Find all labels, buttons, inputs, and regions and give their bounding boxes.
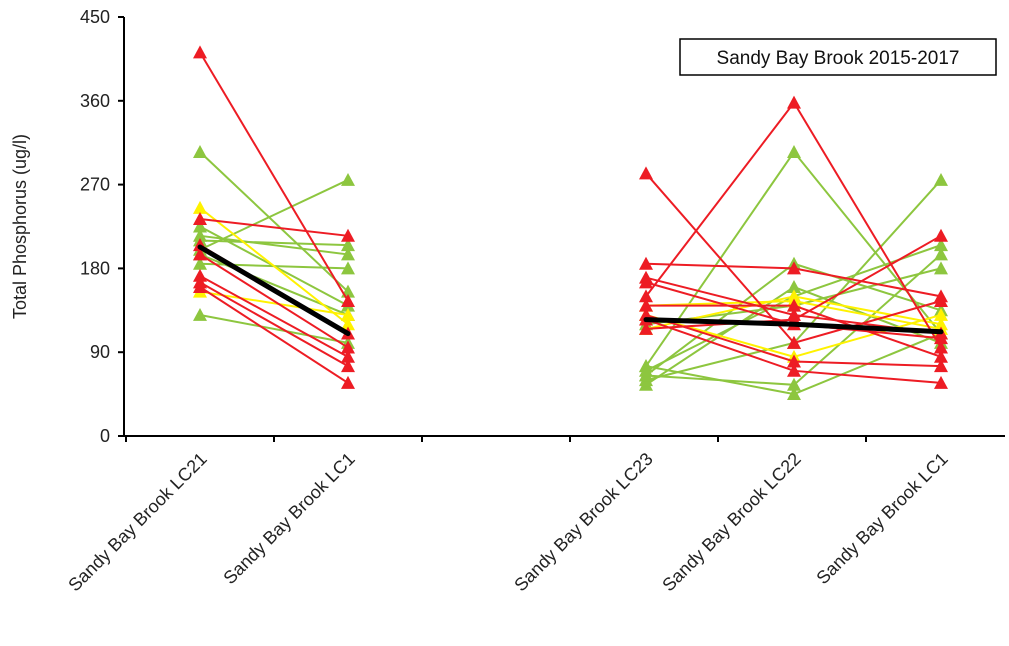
data-point-yellow	[193, 200, 207, 214]
chart-title: Sandy Bay Brook 2015-2017	[717, 48, 960, 69]
data-point-red	[934, 289, 948, 303]
data-point-green	[787, 280, 801, 293]
title-box: Sandy Bay Brook 2015-2017	[679, 38, 997, 76]
data-point-green	[193, 256, 207, 270]
data-point-red	[193, 212, 207, 226]
data-point-green	[193, 307, 207, 321]
title-box-border	[679, 38, 997, 76]
data-point-red	[639, 321, 653, 335]
data-point-red	[787, 335, 801, 349]
data-point-green	[341, 172, 355, 186]
data-point-green	[787, 377, 801, 391]
data-point-red	[639, 166, 653, 180]
y-tick-label: 180	[80, 258, 110, 278]
data-point-green	[341, 261, 355, 275]
data-point-yellow	[341, 307, 355, 321]
mean-line	[643, 317, 944, 335]
data-point-green	[787, 387, 801, 401]
data-point-red	[639, 289, 653, 303]
data-point-red	[934, 359, 948, 373]
series-line-red	[199, 51, 349, 302]
mean-line	[197, 244, 351, 337]
data-point-red	[341, 349, 355, 363]
y-tick-label: 360	[80, 91, 110, 111]
data-point-green	[934, 247, 948, 261]
x-tick-label: Sandy Bay Brook LC23	[510, 449, 656, 595]
series-layer	[193, 45, 948, 401]
data-point-red	[787, 261, 801, 275]
series-line-green	[199, 239, 349, 247]
data-point-green	[193, 219, 207, 233]
series-line-red	[199, 286, 349, 384]
data-point-red	[341, 375, 355, 389]
series-line-red	[199, 218, 349, 237]
data-point-yellow	[341, 317, 355, 331]
data-point-red	[341, 228, 355, 242]
x-tick-label: Sandy Bay Brook LC22	[658, 449, 804, 595]
data-point-red	[341, 340, 355, 354]
data-point-green	[934, 172, 948, 186]
y-tick-label: 90	[90, 342, 110, 362]
x-ticks: Sandy Bay Brook LC21 Sandy Bay Brook LC1 S…	[64, 436, 952, 595]
data-point-red	[193, 280, 207, 293]
y-tick-label: 270	[80, 175, 110, 195]
y-tick-label: 450	[80, 7, 110, 27]
series-line-yellow	[199, 207, 349, 326]
data-point-red	[787, 298, 801, 312]
data-point-red	[639, 275, 653, 289]
data-point-yellow	[934, 307, 948, 321]
data-point-red	[787, 363, 801, 377]
data-point-green	[934, 261, 948, 275]
data-point-green	[193, 145, 207, 158]
series-line-red	[199, 253, 349, 349]
series-line-red	[199, 281, 349, 368]
data-point-red	[639, 256, 653, 270]
y-axis-title: Total Phosphorus (ug/l)	[10, 134, 30, 319]
data-point-red	[787, 354, 801, 368]
x-tick-label: Sandy Bay Brook LC21	[64, 449, 210, 595]
data-point-green	[934, 238, 948, 252]
y-ticks: 0 90 180 270 360 450	[80, 7, 124, 446]
series-line-green	[199, 313, 349, 344]
x-tick-label: Sandy Bay Brook LC1	[812, 449, 951, 588]
data-point-red	[934, 228, 948, 242]
data-point-red	[934, 340, 948, 354]
data-point-red	[193, 247, 207, 261]
data-point-red	[934, 375, 948, 389]
series-line-green	[199, 179, 349, 251]
data-point-red	[193, 268, 207, 282]
data-point-red	[193, 45, 207, 59]
data-point-green	[639, 363, 653, 377]
data-point-red	[934, 349, 948, 363]
mean-layer	[197, 244, 944, 337]
data-point-red	[341, 293, 355, 307]
data-point-red	[341, 359, 355, 373]
data-point-green	[341, 238, 355, 252]
data-point-red	[639, 298, 653, 312]
data-point-red	[787, 95, 801, 109]
data-point-green	[341, 247, 355, 261]
series-line-red	[199, 274, 349, 358]
x-tick-label: Sandy Bay Brook LC1	[219, 449, 358, 588]
data-point-green	[787, 145, 801, 158]
y-tick-label: 0	[100, 426, 110, 446]
